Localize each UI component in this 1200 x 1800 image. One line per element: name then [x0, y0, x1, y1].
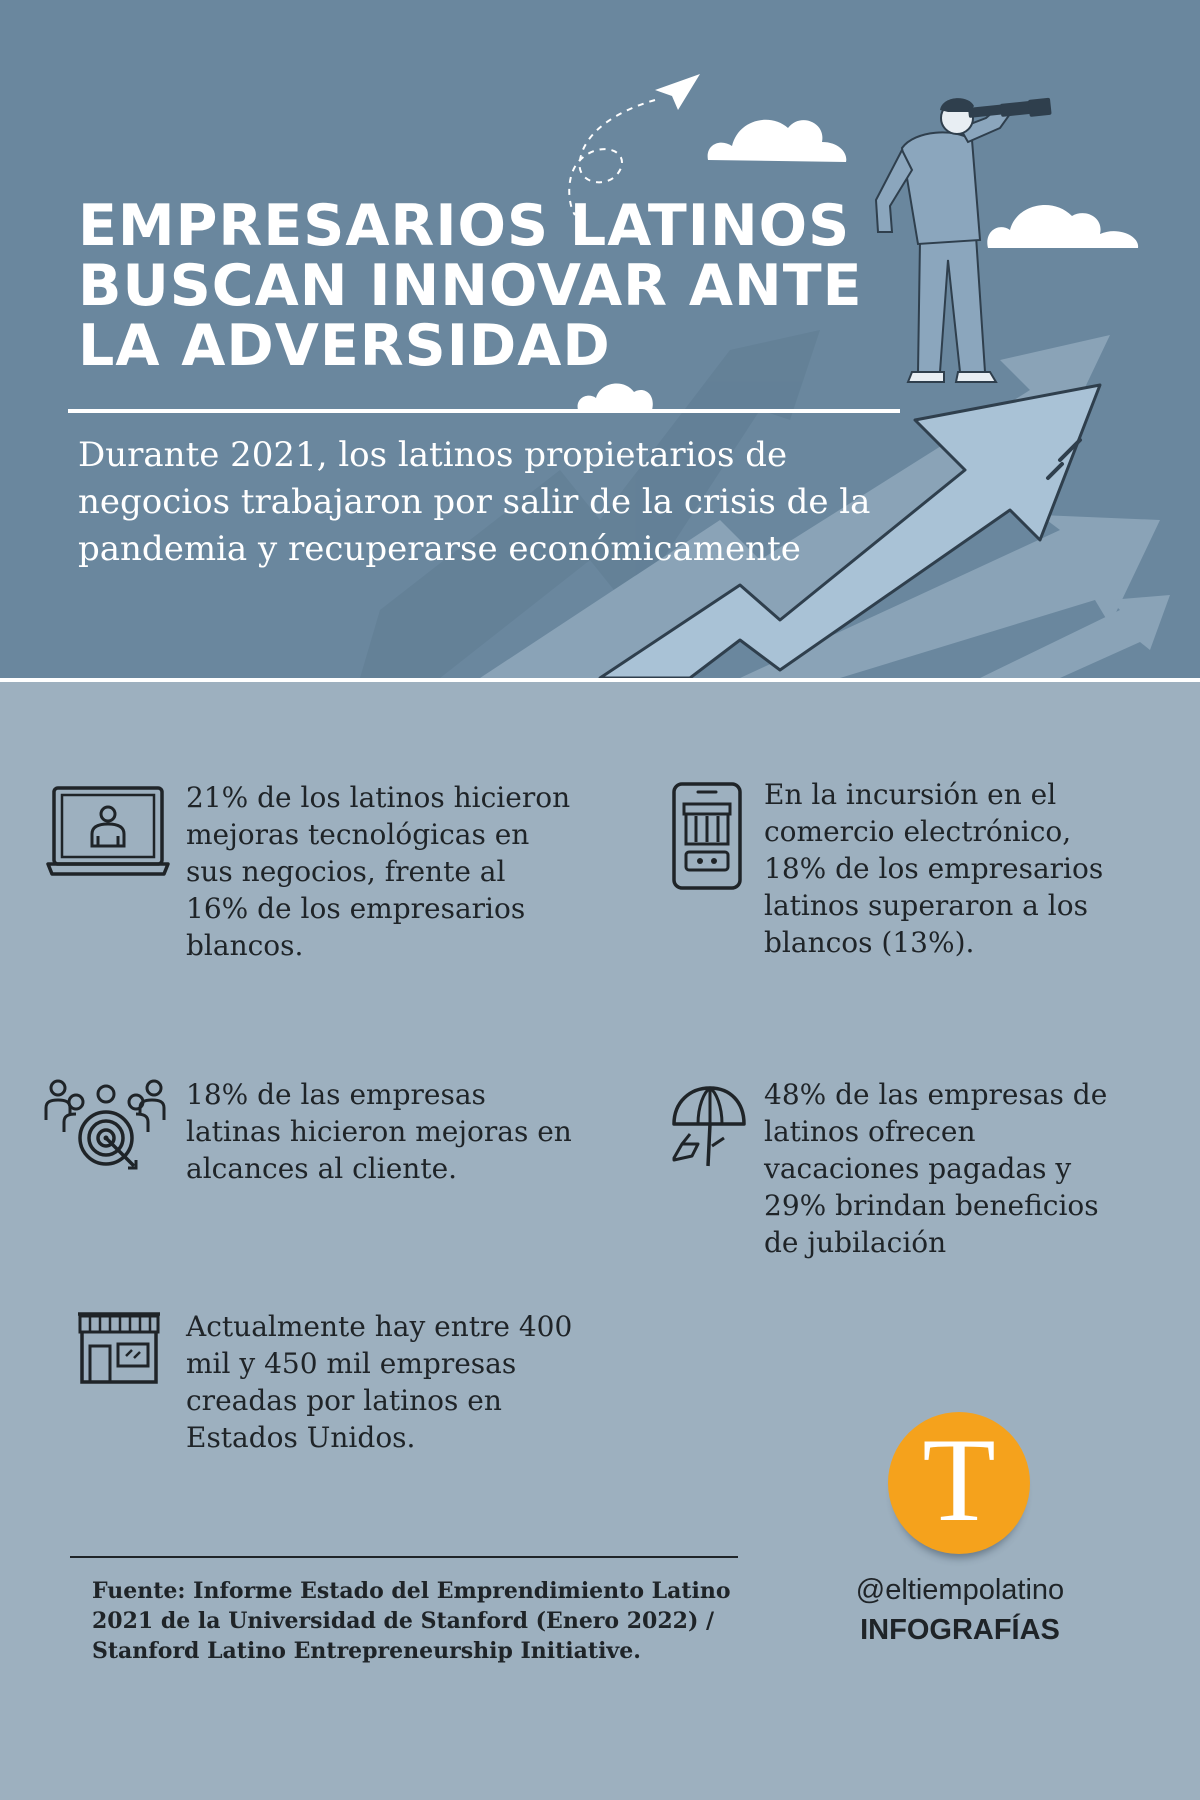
fact-text: Actualmente hay entre 400 mil y 450 mil … [186, 1310, 573, 1454]
page-subtitle: Durante 2021, los latinos propietarios d… [78, 435, 871, 569]
person-with-telescope-icon [874, 97, 1052, 383]
light-arrows [480, 335, 1170, 678]
growth-arrow-icon [598, 383, 1102, 678]
title-divider [68, 409, 900, 413]
header-illustration [360, 74, 1170, 678]
fact-text: 21% de los latinos hicieron mejoras tecn… [186, 781, 571, 962]
brand-logo: T [888, 1412, 1030, 1554]
flight-trail [568, 99, 656, 216]
section-label: INFOGRAFÍAS [860, 1614, 1060, 1646]
logo-letter: T [922, 1413, 996, 1546]
fact-text: En la incursión en el comercio electróni… [764, 778, 1104, 959]
mobile-shop-icon [670, 780, 744, 892]
telescope-icon [968, 97, 1052, 118]
storefront-icon [76, 1310, 162, 1386]
source-citation: Fuente: Informe Estado del Emprendimient… [92, 1578, 731, 1664]
page-title: EMPRESARIOS LATINOS BUSCAN INNOVAR ANTE … [78, 193, 863, 379]
footer-divider [70, 1556, 738, 1558]
paper-plane-icon [655, 74, 700, 110]
fact-text: 48% de las empresas de latinos ofrecen v… [764, 1078, 1108, 1259]
social-handle: @eltiempolatino [855, 1574, 1065, 1606]
team-target-icon [40, 1076, 170, 1176]
fact-text: 18% de las empresas latinas hicieron mej… [186, 1078, 572, 1185]
cloud-icon [577, 119, 1139, 410]
laptop-user-icon [46, 784, 170, 880]
header-divider [0, 678, 1200, 682]
beach-umbrella-icon [668, 1084, 748, 1170]
header-banner: EMPRESARIOS LATINOS BUSCAN INNOVAR ANTE … [0, 0, 1200, 678]
